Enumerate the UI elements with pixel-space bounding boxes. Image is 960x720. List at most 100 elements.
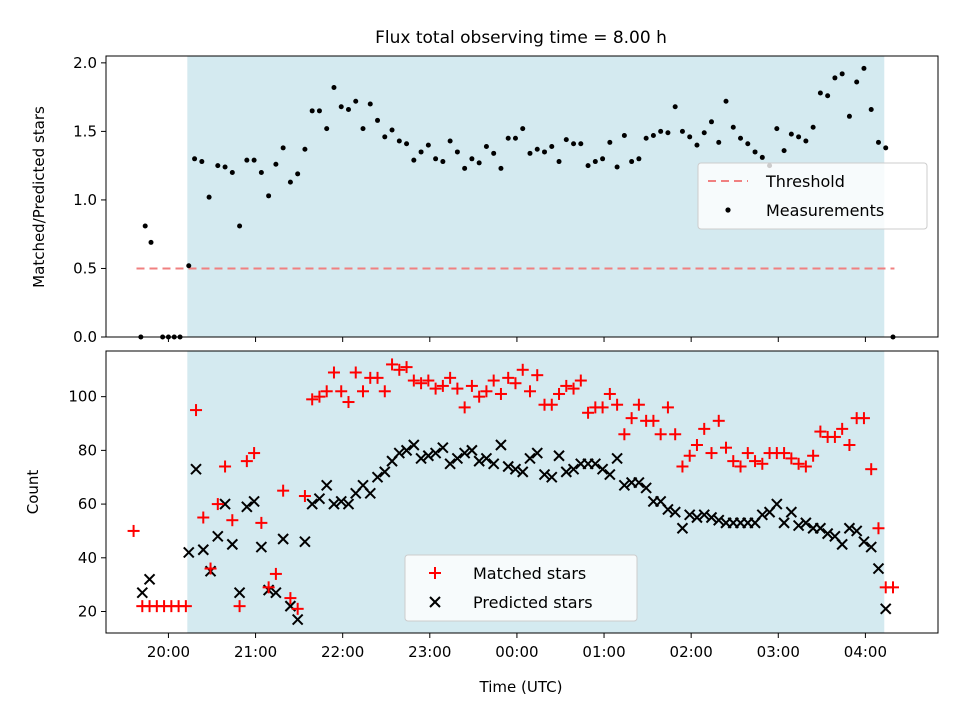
- measurement-point: [520, 126, 526, 132]
- bottom-legend: Matched stars Predicted stars: [404, 554, 638, 622]
- predicted-star-point: [669, 506, 681, 518]
- matched-star-point: [545, 398, 558, 411]
- matched-star-point: [647, 414, 660, 427]
- bottom-x-tick-label: 00:00: [495, 643, 538, 661]
- top-y-ticks: 0.0 0.5 1.0 1.5 2.0: [73, 54, 106, 346]
- measurement-point: [592, 159, 598, 165]
- matched-star-point: [843, 439, 856, 451]
- matched-star-point: [560, 379, 573, 392]
- matched-star-point: [618, 428, 631, 441]
- matched-star-point: [509, 377, 522, 390]
- predicted-star-point: [429, 447, 442, 459]
- matched-star-point: [669, 428, 682, 441]
- bottom-x-tick-label: 21:00: [234, 643, 277, 661]
- matched-star-point: [458, 401, 471, 414]
- predicted-star-point: [328, 498, 340, 510]
- matched-star-point: [378, 385, 391, 398]
- predicted-star-point: [415, 452, 427, 465]
- measurement-point: [810, 124, 816, 130]
- legend-threshold-label: Threshold: [765, 172, 845, 191]
- matched-star-point: [857, 412, 870, 425]
- matched-star-point: [444, 371, 457, 384]
- matched-star-point: [277, 484, 290, 497]
- measurement-point: [280, 145, 286, 151]
- top-y-tick-label: 1.5: [73, 122, 97, 140]
- top-y-tick-label: 1.0: [73, 191, 97, 209]
- measurement-point: [382, 134, 388, 140]
- matched-star-point: [262, 581, 275, 594]
- measurement-point: [186, 263, 192, 269]
- predicted-star-point: [364, 487, 376, 500]
- matched-star-point: [269, 567, 282, 580]
- predicted-star-point: [778, 517, 790, 529]
- bottom-y-axis-label: Count: [24, 470, 42, 515]
- measurement-point: [433, 156, 439, 162]
- measurement-point: [389, 127, 395, 133]
- measurement-point: [745, 141, 751, 147]
- matched-star-point: [127, 524, 140, 537]
- bottom-y-tick-label: 60: [78, 495, 97, 513]
- matched-star-point: [625, 412, 638, 425]
- matched-star-point: [291, 602, 304, 615]
- measurement-point: [266, 193, 272, 199]
- matched-star-point: [756, 457, 769, 470]
- measurement-point: [222, 164, 228, 170]
- matched-star-point: [204, 562, 217, 575]
- matched-star-point: [400, 361, 413, 374]
- measurement-point: [142, 223, 148, 229]
- measurement-point: [375, 117, 381, 123]
- top-legend: Threshold Measurements: [697, 162, 928, 230]
- predicted-star-point: [792, 519, 805, 532]
- matched-star-point: [683, 449, 696, 462]
- legend-predicted-swatch: [429, 596, 441, 608]
- measurement-point: [825, 93, 831, 99]
- matched-star-point: [415, 377, 428, 390]
- predicted-star-point: [437, 441, 449, 454]
- measurement-point: [650, 133, 656, 139]
- bottom-x-tick-label: 23:00: [408, 643, 451, 661]
- measurement-point: [621, 133, 627, 139]
- measurement-point: [875, 139, 881, 145]
- bottom-x-ticks: 20:00 21:00 22:00 23:00 00:00 01:00 02:00 03:00…: [147, 633, 887, 661]
- legend-matched-label: Matched stars: [473, 564, 586, 583]
- measurement-point: [774, 126, 780, 132]
- matched-star-point: [407, 374, 420, 387]
- measurement-point: [338, 104, 344, 110]
- matched-star-point: [553, 387, 566, 400]
- predicted-star-point: [270, 587, 282, 599]
- matched-star-point: [386, 358, 399, 371]
- bottom-y-ticks: 20 40 60 80 100: [68, 388, 106, 621]
- measurement-point: [781, 148, 787, 154]
- measurement-point: [425, 142, 431, 148]
- predicted-star-point: [633, 476, 645, 489]
- matched-star-point: [676, 460, 689, 473]
- matched-star-point: [211, 498, 224, 511]
- matched-star-point: [865, 463, 878, 476]
- measurement-point: [258, 170, 264, 176]
- measurement-point: [578, 141, 584, 147]
- predicted-star-point: [814, 522, 827, 534]
- predicted-star-point: [546, 471, 558, 483]
- predicted-star-point: [306, 498, 318, 510]
- predicted-star-point: [691, 511, 703, 524]
- matched-star-point: [342, 396, 355, 409]
- measurement-point: [331, 85, 337, 91]
- measurement-point: [854, 79, 860, 85]
- measurement-point: [708, 119, 714, 125]
- legend-measurements-swatch: [725, 207, 731, 213]
- measurement-point: [360, 126, 366, 132]
- measurement-point: [206, 194, 212, 200]
- measurement-point: [199, 159, 205, 165]
- measurement-point: [345, 106, 351, 112]
- matched-star-point: [255, 516, 268, 529]
- measurement-points: [138, 65, 896, 340]
- measurement-point: [738, 135, 744, 141]
- measurement-point: [658, 128, 664, 134]
- predicted-star-point: [277, 533, 289, 545]
- matched-star-point: [698, 422, 711, 435]
- matched-star-point: [705, 447, 718, 460]
- predicted-star-point: [756, 509, 769, 521]
- matched-star-point: [371, 371, 384, 384]
- bottom-x-tick-label: 20:00: [147, 643, 190, 661]
- predicted-star-point: [299, 535, 311, 548]
